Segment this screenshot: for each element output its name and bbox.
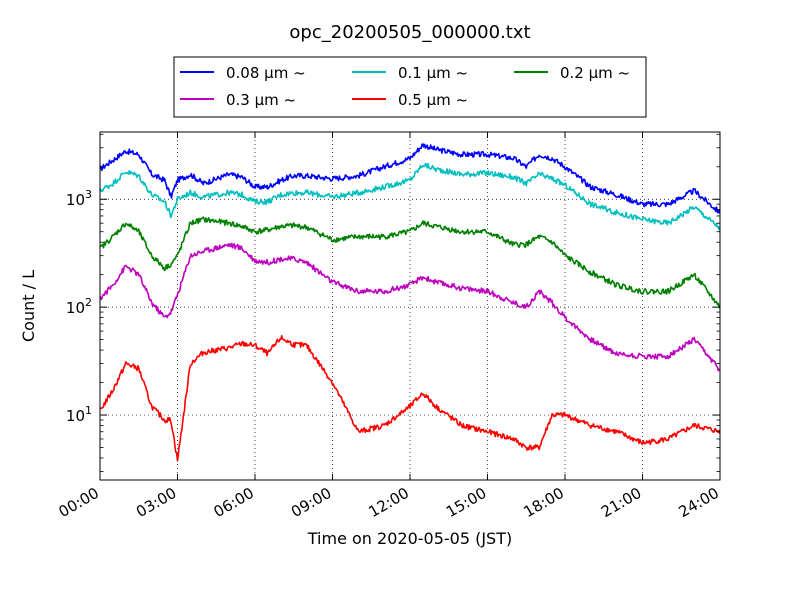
legend-label: 0.08 μm ~ — [226, 64, 306, 82]
x-tick-label: 06:00 — [211, 484, 257, 521]
x-tick-label: 12:00 — [366, 484, 412, 521]
y-tick-label: 102 — [66, 296, 92, 317]
x-tick-label: 24:00 — [676, 484, 722, 521]
legend-label: 0.1 μm ~ — [398, 64, 468, 82]
y-tick-base: 10 — [66, 191, 85, 209]
series-group — [100, 143, 720, 462]
series-line-3 — [100, 242, 720, 372]
legend: 0.08 μm ~ 0.1 μm ~ 0.2 μm ~ 0.3 μm ~ 0.5 μm … — [173, 56, 647, 118]
x-axis: 00:00 03:00 06:00 09:00 12:00 15:00 18:00 21:00… — [56, 132, 722, 521]
x-tick-label: 21:00 — [598, 484, 644, 521]
y-tick-label: 103 — [66, 188, 92, 209]
x-axis-label: Time on 2020-05-05 (JST) — [307, 529, 512, 548]
y-tick-exponent: 2 — [85, 296, 92, 309]
series-line-0 — [100, 143, 720, 214]
x-tick-label: 03:00 — [133, 484, 179, 521]
y-tick-base: 10 — [66, 299, 85, 317]
y-axis-label: Count / L — [19, 270, 38, 342]
plot-area — [100, 143, 720, 462]
legend-label: 0.5 μm ~ — [398, 91, 468, 109]
y-tick-label: 101 — [66, 404, 92, 425]
legend-frame — [173, 56, 647, 118]
series-line-2 — [100, 216, 720, 309]
y-tick-exponent: 1 — [85, 404, 92, 417]
x-tick-label: 15:00 — [443, 484, 489, 521]
grid — [100, 132, 720, 480]
legend-label: 0.3 μm ~ — [226, 91, 296, 109]
chart-title: opc_20200505_000000.txt — [289, 22, 530, 43]
y-tick-base: 10 — [66, 407, 85, 425]
y-tick-exponent: 3 — [85, 188, 92, 201]
legend-label: 0.2 μm ~ — [560, 64, 630, 82]
x-tick-label: 18:00 — [521, 484, 567, 521]
x-tick-label: 09:00 — [288, 484, 334, 521]
series-line-1 — [100, 162, 720, 231]
series-line-4 — [100, 335, 720, 462]
x-tick-label: 00:00 — [56, 484, 102, 521]
